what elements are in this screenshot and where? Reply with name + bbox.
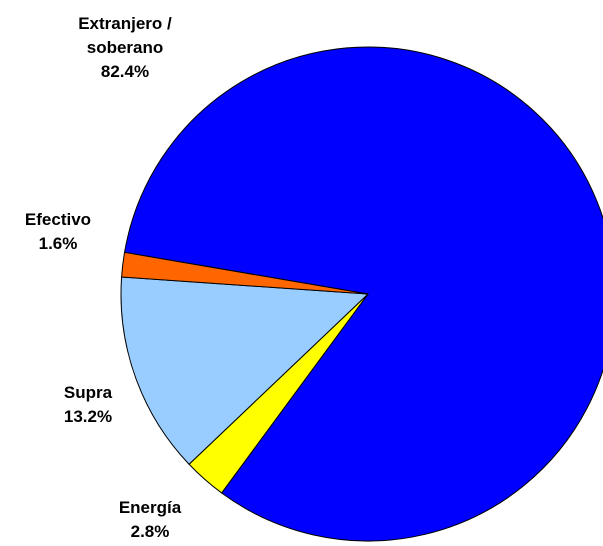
- category-label: Efectivo: [24, 210, 92, 229]
- slice-label: Extranjero / soberano 82.4%: [60, 12, 190, 84]
- category-label: Energía: [118, 498, 182, 517]
- slice-label: Efectivo 1.6%: [13, 208, 103, 256]
- value-label: 1.6%: [38, 234, 78, 253]
- value-label: 2.8%: [130, 522, 170, 541]
- category-label: Supra: [63, 383, 113, 402]
- pie-slice: [123, 46, 603, 542]
- slice-label: Energía 2.8%: [110, 496, 190, 544]
- slice-label: Supra 13.2%: [43, 381, 133, 429]
- pie-slice: [120, 276, 370, 465]
- pie-slice: [121, 251, 369, 295]
- category-label: Extranjero / soberano: [78, 14, 172, 57]
- value-label: 13.2%: [63, 407, 113, 426]
- value-label: 82.4%: [100, 62, 150, 81]
